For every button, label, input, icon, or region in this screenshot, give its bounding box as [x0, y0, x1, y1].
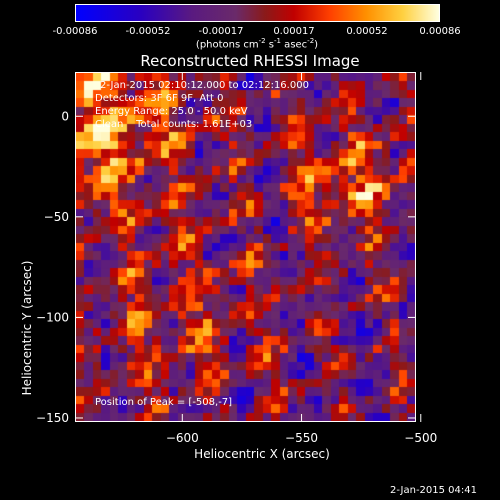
timestamp: 2-Jan-2015 04:41	[390, 485, 477, 496]
axis-tick-label: −150	[36, 411, 69, 425]
energy-range-annotation: Energy Range: 25.0 - 50.0 keV	[95, 106, 248, 117]
total-counts-annotation: Clean Total counts: 1.61E+03	[95, 119, 253, 130]
peak-position-annotation: Position of Peak = [-508,-7]	[95, 397, 233, 408]
axis-tick-label: −600	[166, 431, 199, 445]
detectors-annotation: Detectors: 3F 6F 9F, Att 0	[95, 93, 224, 104]
time-range-annotation: 2-Jan-2015 02:10:12.000 to 02:12:16.000	[100, 80, 309, 91]
colorbar-tick-label: 0.00086	[419, 26, 461, 37]
y-axis-label: Heliocentric Y (arcsec)	[20, 260, 34, 396]
colorbar-tick-label: -0.00017	[198, 26, 244, 37]
colorbar-gradient	[76, 5, 439, 21]
axis-tick-label: −500	[404, 431, 437, 445]
axis-tick-label: −100	[36, 310, 69, 324]
colorbar-tick-label: 0.00017	[273, 26, 315, 37]
plot-area	[75, 72, 416, 422]
colorbar-tick-label: -0.00052	[125, 26, 171, 37]
axis-tick-label: 0	[61, 109, 69, 123]
colorbar-tick-label: -0.00086	[52, 26, 98, 37]
heatmap-image	[76, 73, 415, 421]
axis-tick-label: −550	[285, 431, 318, 445]
chart-title: Reconstructed RHESSI Image	[140, 52, 360, 70]
axis-tick-label: −50	[44, 210, 69, 224]
colorbar-tick-label: 0.00052	[346, 26, 388, 37]
colorbar-unit: (photons cm-2 s-1 asec-2)	[195, 37, 319, 51]
x-axis-label: Heliocentric X (arcsec)	[194, 447, 330, 461]
colorbar	[75, 4, 440, 22]
